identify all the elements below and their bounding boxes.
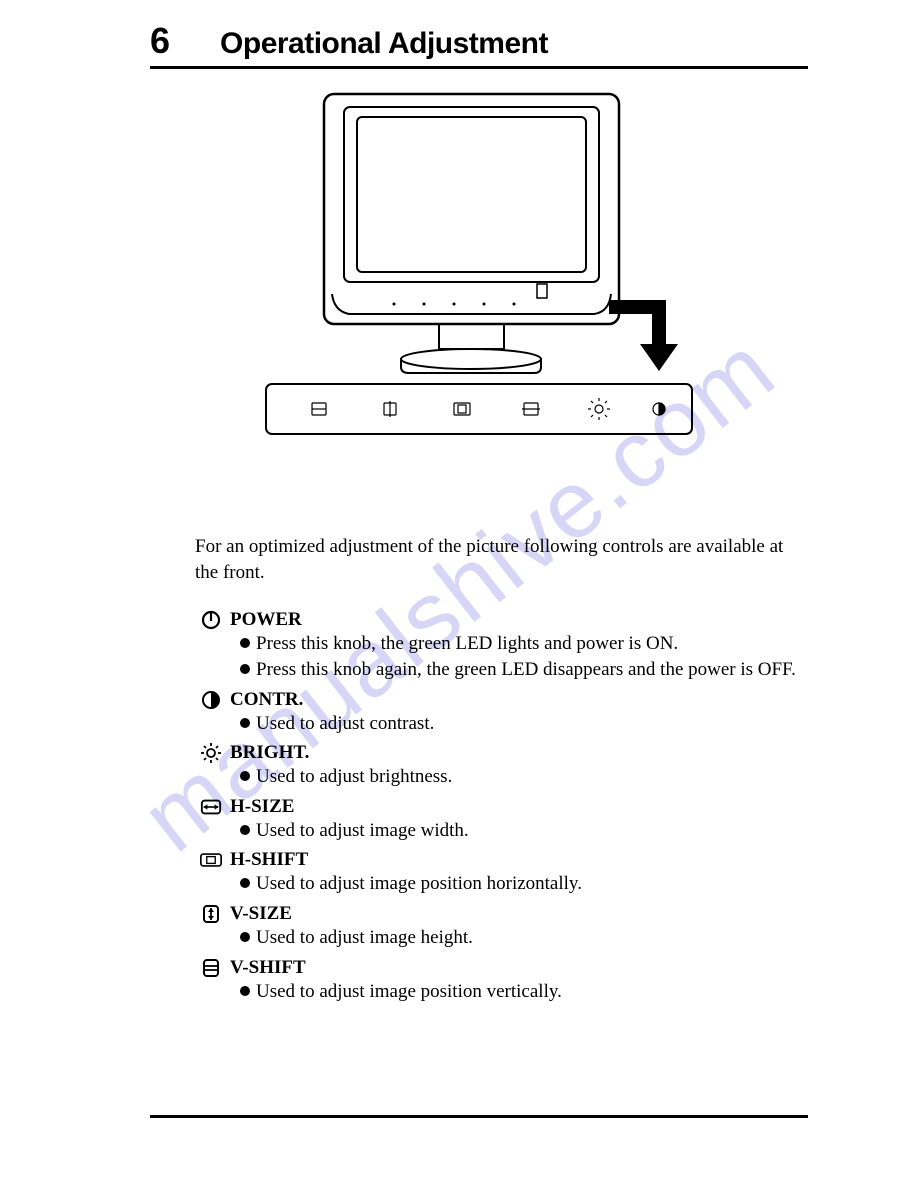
hsize-icon [200, 796, 222, 818]
vsize-icon [200, 903, 222, 925]
controls-list: POWER Press this knob, the green LED lig… [200, 609, 808, 1004]
control-hsize: H-SIZE Used to adjust image width. [200, 796, 808, 844]
control-name: H-SHIFT [230, 849, 308, 871]
bullet-text: Used to adjust image height. [256, 925, 473, 951]
bullet: Press this knob, the green LED lights an… [240, 631, 808, 657]
bullet-text: Used to adjust brightness. [256, 764, 452, 790]
control-name: BRIGHT. [230, 742, 309, 764]
control-name: CONTR. [230, 689, 303, 711]
power-icon [200, 609, 222, 631]
bullet-text: Used to adjust image position horizontal… [256, 871, 582, 897]
footer-rule [150, 1115, 808, 1118]
control-name: POWER [230, 609, 302, 631]
bullet-text: Used to adjust image width. [256, 818, 469, 844]
hshift-icon [200, 849, 222, 871]
vshift-icon [200, 957, 222, 979]
control-vsize: V-SIZE Used to adjust image height. [200, 903, 808, 951]
bullet: Used to adjust image width. [240, 818, 808, 844]
bullet: Press this knob again, the green LED dis… [240, 657, 808, 683]
control-brightness: BRIGHT. Used to adjust brightness. [200, 742, 808, 790]
bullet-text: Used to adjust image position vertically… [256, 979, 562, 1005]
section-header: 6 Operational Adjustment [150, 20, 808, 69]
page-content: 6 Operational Adjustment [0, 0, 918, 1050]
bullet: Used to adjust image height. [240, 925, 808, 951]
control-name: V-SHIFT [230, 957, 306, 979]
control-power: POWER Press this knob, the green LED lig… [200, 609, 808, 682]
bullet-text: Press this knob, the green LED lights an… [256, 631, 678, 657]
page-number: 6 [150, 20, 170, 62]
control-hshift: H-SHIFT Used to adjust image position ho… [200, 849, 808, 897]
bullet-text: Used to adjust contrast. [256, 711, 434, 737]
brightness-icon [200, 742, 222, 764]
bullet-text: Press this knob again, the green LED dis… [256, 657, 796, 683]
monitor-diagram [150, 89, 808, 454]
contrast-icon [200, 689, 222, 711]
bullet: Used to adjust image position horizontal… [240, 871, 808, 897]
control-contrast: CONTR. Used to adjust contrast. [200, 689, 808, 737]
bullet: Used to adjust contrast. [240, 711, 808, 737]
control-vshift: V-SHIFT Used to adjust image position ve… [200, 957, 808, 1005]
bullet: Used to adjust brightness. [240, 764, 808, 790]
bullet: Used to adjust image position vertically… [240, 979, 808, 1005]
control-name: V-SIZE [230, 903, 292, 925]
intro-text: For an optimized adjustment of the pictu… [195, 534, 808, 585]
page-title: Operational Adjustment [220, 27, 548, 61]
control-name: H-SIZE [230, 796, 294, 818]
